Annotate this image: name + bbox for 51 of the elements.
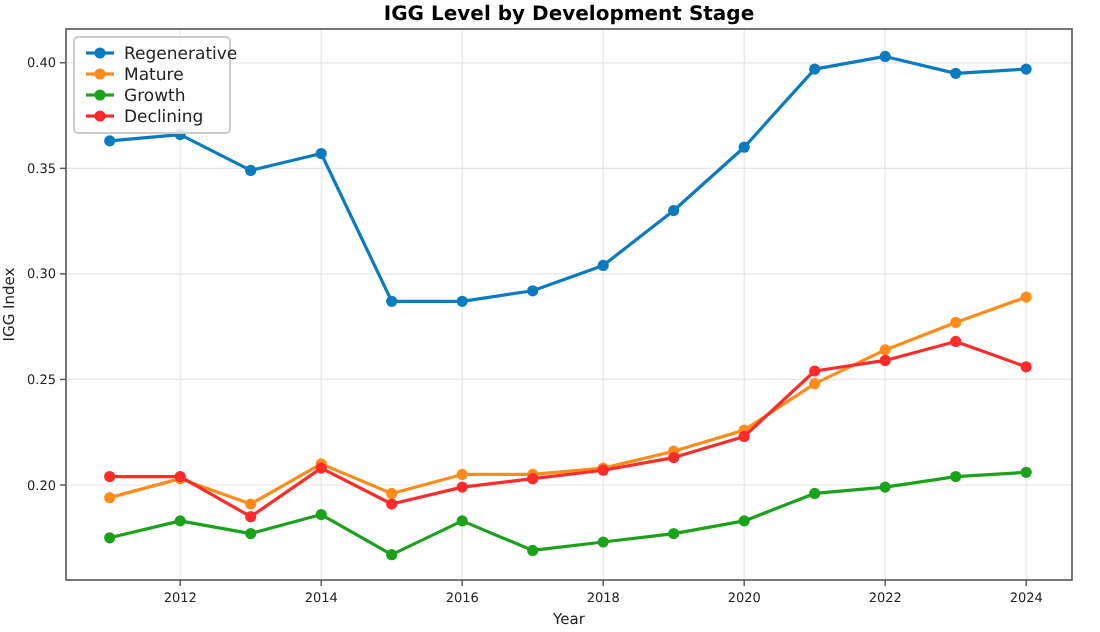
point [386,295,398,307]
point [1020,63,1032,75]
point [245,527,257,540]
point [456,295,468,307]
point [456,481,468,493]
point [104,492,116,504]
point [104,470,116,483]
point [738,515,750,527]
point [386,549,398,561]
legend-label: Growth [124,86,186,107]
point [668,451,680,464]
point [456,468,468,481]
point [738,430,750,443]
point [245,164,257,177]
point [879,354,891,367]
point [950,316,962,329]
point [597,259,609,272]
point [174,515,186,527]
point [809,63,821,75]
point [315,508,327,521]
point [668,204,680,217]
point [879,481,891,493]
point [527,285,539,297]
point [738,141,750,153]
point [809,487,821,500]
point [879,344,891,356]
point [245,511,257,523]
legend-label: Regenerative [124,44,238,65]
point [1020,466,1032,478]
point [527,544,539,557]
legend-label: Mature [124,65,184,86]
point [809,378,821,390]
chart-title: IGG Level by Development Stage [383,4,755,26]
point [104,532,116,544]
point [386,498,398,510]
point [527,473,539,485]
point [456,515,468,527]
point [879,50,891,63]
point [950,335,962,348]
point [1020,361,1032,373]
point [104,135,116,147]
point [950,470,962,483]
legend-label: Declining [124,107,204,128]
point [668,527,680,540]
point [597,536,609,548]
point [1020,291,1032,303]
point [809,365,821,377]
point [950,67,962,79]
point [315,147,327,160]
point [386,487,398,500]
point [245,498,257,510]
